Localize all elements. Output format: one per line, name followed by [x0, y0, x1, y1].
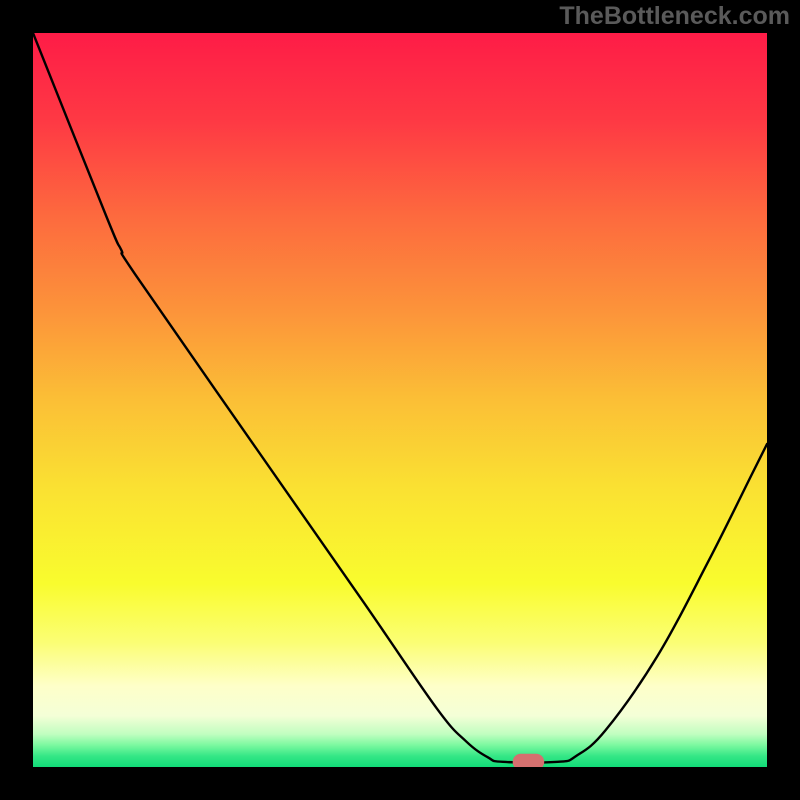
- optimum-marker: [513, 754, 545, 767]
- chart-svg: [33, 33, 767, 767]
- plot-area: [33, 33, 767, 767]
- chart-container: TheBottleneck.com: [0, 0, 800, 800]
- watermark-text: TheBottleneck.com: [559, 2, 790, 31]
